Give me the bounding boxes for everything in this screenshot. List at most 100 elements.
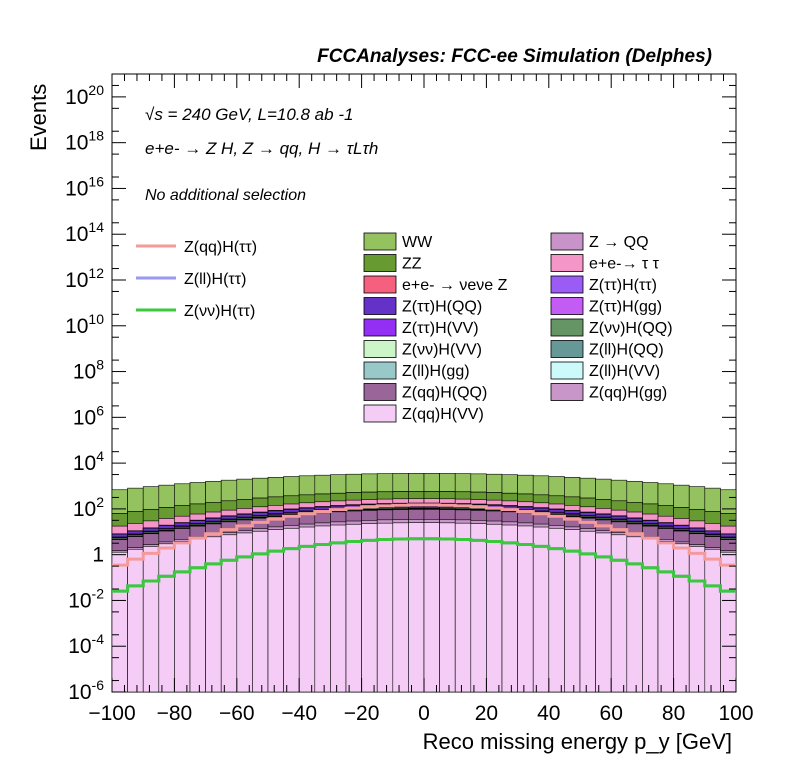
y-tick-label: 1020 — [65, 82, 104, 109]
histogram-bar — [454, 522, 472, 693]
histogram-bar — [688, 546, 706, 693]
x-tick-label: −60 — [219, 702, 255, 725]
legend-label: Z(ττ)H(gg) — [589, 299, 662, 316]
histogram-bar — [532, 526, 550, 693]
histogram-bar — [517, 525, 534, 693]
legend-signal-label: Z(ll)H(ττ) — [184, 271, 246, 288]
y-tick-label: 10-2 — [68, 585, 104, 612]
histogram-bar — [392, 522, 409, 693]
x-tick-label: 80 — [662, 702, 685, 725]
x-tick-label: 40 — [537, 702, 560, 725]
legend-swatch — [550, 318, 584, 337]
histogram-bar — [408, 522, 425, 693]
legend-label: Z(qq)H(VV) — [402, 406, 484, 423]
histogram-bar — [439, 522, 456, 693]
plot-area: −100 −80 −60 −40 −20 0 20 40 60 80 100 10-6 10-4 10-2… — [65, 73, 754, 725]
y-tick-label: 1014 — [65, 219, 104, 246]
histogram-bar — [283, 527, 300, 693]
legend-label: Z(ll)H(QQ) — [589, 342, 664, 359]
y-tick-label: 102 — [73, 494, 104, 521]
legend-swatch — [550, 361, 584, 380]
histogram-bar — [564, 529, 581, 693]
selection-annotation: No additional selection — [145, 187, 306, 204]
legend-swatch — [363, 404, 397, 423]
x-tick-label: 20 — [475, 702, 498, 725]
signal-line — [112, 537, 736, 593]
legend-label: e+e-→ τ τ — [589, 256, 660, 273]
histogram-bar — [205, 536, 222, 693]
histogram-bar — [111, 551, 128, 693]
x-tick-label: −20 — [344, 702, 380, 725]
signal-line — [112, 503, 736, 567]
x-tick-label: −80 — [157, 702, 193, 725]
axes: −100 −80 −60 −40 −20 0 20 40 60 80 100 10-6 10-4 10-2… — [65, 74, 754, 725]
legend-label: ZZ — [402, 256, 422, 273]
legend: Z(qq)H(ττ) Z(ll)H(ττ) Z(νν)H(ττ) WW Z → QQ ZZ… — [136, 232, 673, 423]
legend-label: Z(ττ)H(ττ) — [589, 277, 657, 294]
legend-swatch — [550, 297, 584, 315]
legend-swatch — [363, 318, 397, 337]
legend-swatch — [363, 340, 397, 358]
legend-swatch — [363, 254, 397, 272]
legend-swatch — [363, 361, 397, 380]
histogram-bar — [314, 525, 331, 693]
legend-label: Z(ττ)H(QQ) — [402, 299, 482, 316]
y-axis-label: Events — [26, 84, 51, 151]
legend-swatch — [363, 383, 397, 401]
histogram-bar — [704, 548, 721, 693]
histogram-bar — [642, 538, 659, 693]
process-annotation: e+e- → Z H, Z → qq, H → τLτh — [145, 139, 378, 158]
histogram-bar — [673, 543, 690, 693]
legend-signal-label: Z(qq)H(ττ) — [184, 239, 257, 256]
y-tick-label: 108 — [73, 357, 104, 384]
histogram-bar — [501, 524, 518, 693]
y-tick-label: 106 — [73, 402, 104, 429]
legend-label: e+e- → νeνe Z — [402, 277, 508, 294]
histogram-bar — [142, 546, 160, 693]
histogram-bar — [174, 541, 191, 693]
y-tick-label: 1010 — [65, 311, 104, 338]
stacked-histogram — [111, 473, 737, 693]
y-tick-label: 1016 — [65, 173, 104, 200]
legend-swatch — [363, 275, 397, 294]
legend-label: Z(ll)H(gg) — [402, 363, 470, 380]
histogram-bar — [486, 523, 503, 693]
histogram-bar — [423, 522, 440, 693]
y-tick-label: 1018 — [65, 128, 104, 155]
legend-swatch — [550, 254, 584, 272]
legend-label: Z(qq)H(QQ) — [402, 385, 487, 402]
legend-swatch — [550, 340, 584, 358]
histogram-bar — [158, 543, 175, 693]
x-axis-label: Reco missing energy p_y [GeV] — [423, 729, 732, 754]
legend-swatch — [550, 232, 584, 251]
legend-label: Z(νν)H(QQ) — [589, 320, 673, 337]
legend-swatch — [363, 232, 397, 251]
y-tick-label: 1 — [92, 544, 104, 567]
histogram-bar — [330, 524, 347, 693]
histogram-bar — [189, 538, 206, 693]
legend-label: Z(ll)H(VV) — [589, 363, 660, 380]
histogram-bar — [657, 541, 674, 693]
legend-label: Z(qq)H(gg) — [589, 385, 667, 402]
histogram-bar — [220, 534, 238, 693]
histogram-bar — [610, 534, 628, 693]
legend-swatch — [363, 297, 397, 315]
energy-annotation: √s = 240 GeV, L=10.8 ab -1 — [145, 105, 353, 124]
x-tick-label: 0 — [418, 702, 430, 725]
histogram-bar — [376, 522, 394, 693]
y-tick-label: 1012 — [65, 265, 104, 292]
histogram-bar — [720, 551, 737, 693]
histogram-bar — [548, 527, 565, 693]
histogram-bar — [127, 548, 144, 693]
legend-label: WW — [402, 234, 433, 251]
y-tick-label: 10-4 — [68, 631, 104, 658]
histogram-bar — [345, 523, 362, 693]
legend-swatch — [550, 275, 584, 294]
sqrt-s-text: √s = 240 GeV, L=10.8 ab -1 — [145, 105, 353, 124]
histogram-bar — [298, 526, 316, 693]
signal-lines — [112, 503, 736, 593]
legend-swatch — [550, 383, 584, 401]
x-tick-label: −100 — [88, 702, 135, 725]
y-tick-label: 10-6 — [68, 677, 104, 704]
